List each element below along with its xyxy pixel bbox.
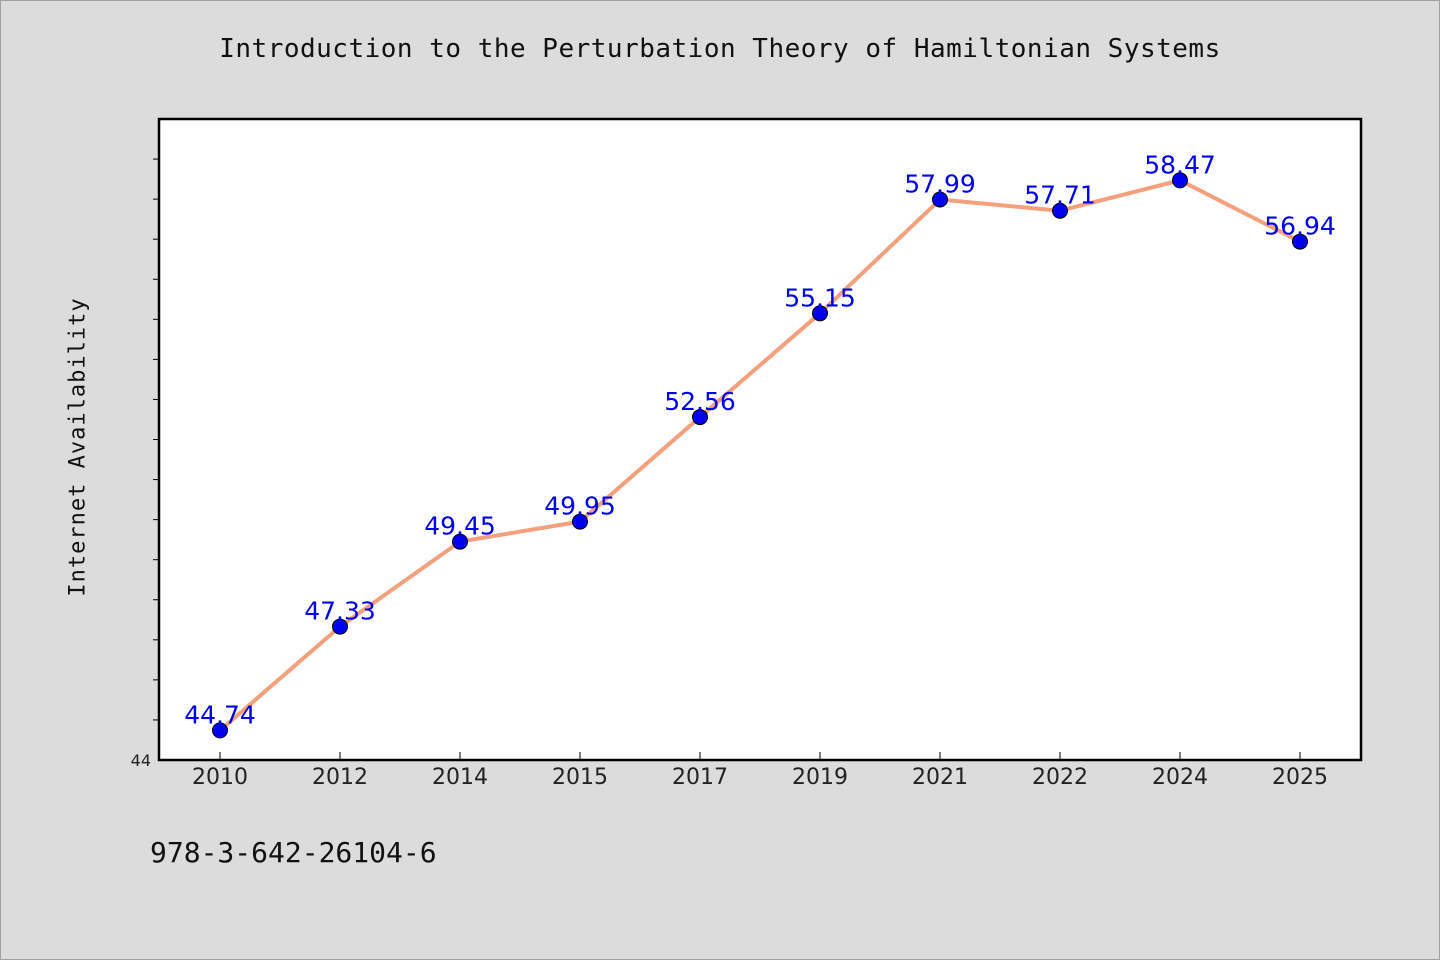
data-point xyxy=(932,191,948,208)
series-layer: 44.74 47.33 49.45 49.95 52.56 55.15 57.99 57.71… xyxy=(184,150,1336,739)
data-point xyxy=(1292,233,1308,250)
data-point xyxy=(452,533,468,550)
x-tick-label: 2021 xyxy=(912,765,968,790)
x-ticks: 2010 2012 2014 2015 2017 2019 2021 2022 2024 2025 xyxy=(192,752,1328,790)
data-point xyxy=(212,722,228,739)
x-tick-label: 2014 xyxy=(432,765,488,790)
x-tick-label: 2010 xyxy=(192,765,248,790)
data-label: 56.94 xyxy=(1264,212,1336,241)
data-label: 58.47 xyxy=(1144,150,1216,179)
plot-area xyxy=(157,117,1363,762)
data-point xyxy=(692,409,708,426)
chart-title: Introduction to the Perturbation Theory … xyxy=(219,34,1221,64)
data-label: 44.74 xyxy=(184,700,256,729)
x-tick-label: 2017 xyxy=(672,765,728,790)
data-label: 55.15 xyxy=(784,283,856,312)
series-line xyxy=(218,178,1302,733)
data-label: 49.45 xyxy=(424,512,496,541)
x-tick-label: 2019 xyxy=(792,765,848,790)
data-label: 57.71 xyxy=(1024,181,1096,210)
data-label: 49.95 xyxy=(544,492,616,521)
data-point xyxy=(332,618,348,635)
data-label: 47.33 xyxy=(304,597,376,626)
data-point xyxy=(1172,172,1188,189)
y-tick-label: 44 xyxy=(131,751,151,770)
data-label: 52.56 xyxy=(664,387,736,416)
x-tick-label: 2022 xyxy=(1032,765,1088,790)
data-label: 57.99 xyxy=(904,170,976,199)
isbn-label: 978-3-642-26104-6 xyxy=(150,836,437,869)
data-point xyxy=(572,513,588,530)
data-point xyxy=(812,305,828,322)
x-tick-label: 2024 xyxy=(1152,765,1208,790)
y-ticks: 44 xyxy=(131,158,159,770)
data-point xyxy=(1052,202,1068,219)
x-tick-label: 2015 xyxy=(552,765,608,790)
x-tick-label: 2025 xyxy=(1272,765,1328,790)
x-tick-label: 2012 xyxy=(312,765,368,790)
